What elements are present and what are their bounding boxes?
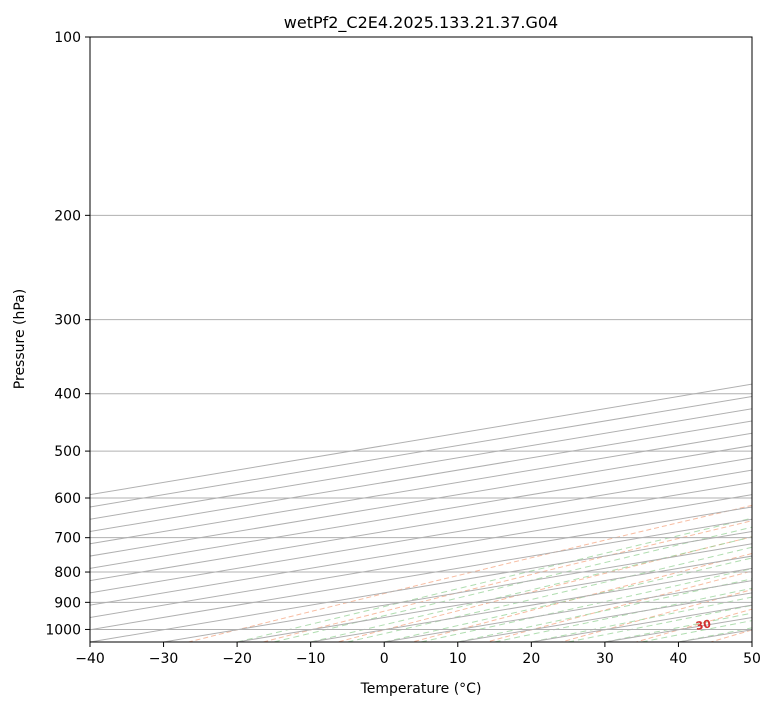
x-tick-label: 0 — [380, 651, 389, 667]
isotherm-line — [90, 481, 752, 594]
chart-title: wetPf2_C2E4.2025.133.21.37.G04 — [284, 13, 558, 33]
isotherm-label: 30 — [695, 617, 713, 632]
isotherm-line — [90, 506, 752, 618]
x-tick-label: 10 — [449, 651, 467, 667]
isotherm-line — [90, 530, 752, 642]
y-tick-label: 1000 — [45, 622, 81, 638]
isotherm-line — [90, 469, 752, 582]
isobars — [90, 37, 752, 630]
y-tick-label: 100 — [54, 30, 81, 46]
dry-adiabat — [335, 536, 752, 642]
x-tick-label: −30 — [149, 651, 179, 667]
y-axis-label: Pressure (hPa) — [12, 289, 28, 389]
y-tick-label: 600 — [54, 491, 81, 507]
x-tick-label: −40 — [75, 651, 105, 667]
y-tick-label: 500 — [54, 444, 81, 460]
plot-area — [90, 37, 752, 642]
dry-adiabats — [186, 504, 752, 642]
y-axis: 100 200 300 400 500 600 700 800 900 1000 — [45, 30, 90, 638]
x-tick-label: 20 — [522, 651, 540, 667]
dry-adiabat — [485, 570, 752, 642]
y-tick-label: 800 — [54, 565, 81, 581]
isotherm-line — [90, 494, 752, 606]
isotherm-line — [90, 518, 752, 631]
x-tick-label: 30 — [596, 651, 614, 667]
moist-adiabat — [531, 596, 752, 642]
dry-adiabat — [186, 504, 752, 642]
y-tick-label: 700 — [54, 531, 81, 547]
y-tick-label: 300 — [54, 313, 81, 329]
x-tick-label: −20 — [222, 651, 252, 667]
y-tick-label: 400 — [54, 387, 81, 403]
plot-frame — [89, 36, 753, 643]
isotherm-line — [90, 445, 752, 557]
x-tick-label: −10 — [296, 651, 326, 667]
moist-adiabat — [384, 557, 752, 642]
dry-adiabat — [559, 589, 752, 642]
isotherm-line — [90, 432, 752, 545]
moist-adiabat — [273, 526, 752, 642]
moist-adiabat — [457, 578, 752, 642]
x-tick-label: 50 — [743, 651, 761, 667]
x-axis-label: Temperature (°C) — [360, 681, 482, 697]
y-tick-label: 200 — [54, 208, 81, 224]
y-tick-label: 900 — [54, 595, 81, 611]
isotherms — [90, 383, 752, 642]
x-tick-label: 40 — [670, 651, 688, 667]
isotherm-line — [90, 457, 752, 569]
x-axis: −40 −30 −20 −10 0 10 20 30 40 50 — [75, 642, 761, 667]
